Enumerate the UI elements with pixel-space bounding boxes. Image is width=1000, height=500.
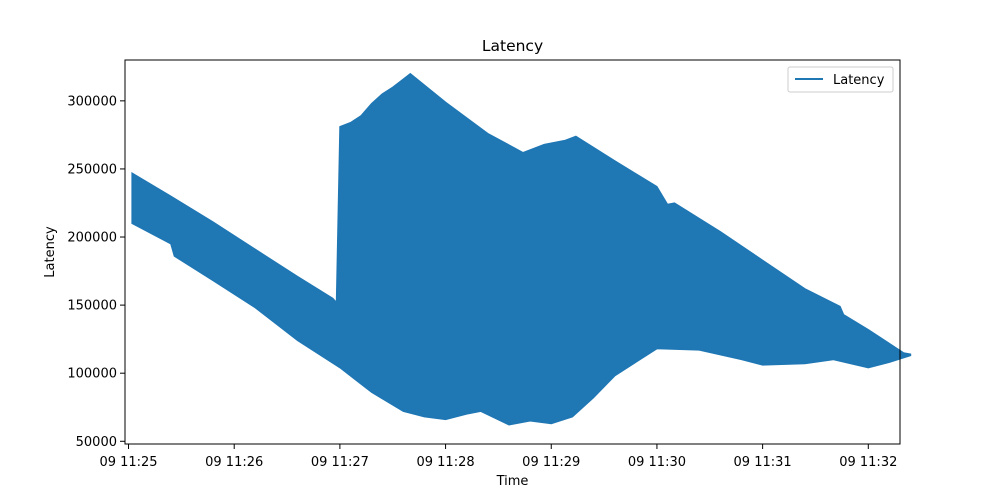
y-tick-label: 50000 <box>76 435 117 450</box>
y-tick-label: 200000 <box>67 231 117 246</box>
series-latency-area <box>131 72 912 426</box>
y-tick-label: 300000 <box>67 94 117 109</box>
x-tick-label: 09 11:28 <box>416 455 474 470</box>
y-axis-label: Latency <box>43 226 58 278</box>
legend-label-latency: Latency <box>833 73 885 88</box>
y-tick-label: 100000 <box>67 367 117 382</box>
x-tick-label: 09 11:27 <box>311 455 369 470</box>
x-axis-label: Time <box>496 474 529 489</box>
chart-title: Latency <box>482 37 543 55</box>
plot-frame <box>124 59 901 445</box>
legend: Latency <box>787 66 894 93</box>
legend-box <box>787 66 894 93</box>
plot-area <box>131 72 912 426</box>
y-tick-label: 150000 <box>67 299 117 314</box>
x-tick-label: 09 11:31 <box>734 455 792 470</box>
x-tick-label: 09 11:29 <box>522 455 580 470</box>
x-axis: 09 11:25 09 11:26 09 11:27 09 11:28 09 11:29… <box>99 444 897 470</box>
x-tick-label: 09 11:32 <box>839 455 897 470</box>
y-axis: 50000 100000 150000 200000 250000 300000 <box>67 94 125 450</box>
x-tick-label: 09 11:30 <box>628 455 686 470</box>
x-tick-label: 09 11:25 <box>99 455 157 470</box>
x-tick-label: 09 11:26 <box>205 455 263 470</box>
y-tick-label: 250000 <box>67 162 117 177</box>
